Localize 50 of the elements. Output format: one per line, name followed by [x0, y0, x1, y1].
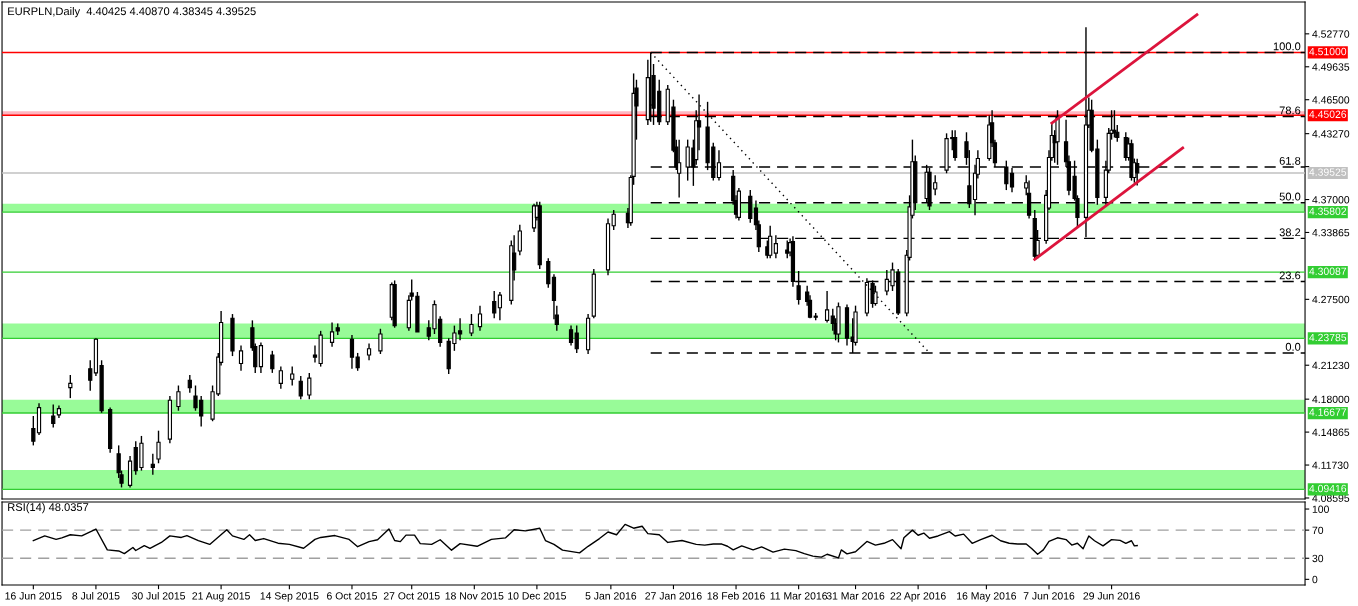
ref-line-label: 4.30087 [1309, 267, 1347, 275]
ref-line-label: 4.09416 [1309, 484, 1347, 493]
annotation: 78.6 [1279, 106, 1301, 115]
x-tick-label: 22 Apr 2016 [890, 592, 946, 602]
ref-line-label: 4.51000 [1309, 47, 1347, 56]
y-tick-label: 4.46500 [1312, 96, 1350, 104]
annotation: 0.0 [1285, 342, 1301, 351]
ref-line-label: 4.39525 [1309, 168, 1347, 176]
y-tick-label: 4.52770 [1312, 30, 1350, 38]
ref-line-label: 4.35802 [1309, 207, 1347, 215]
annotation: 38.2 [1279, 228, 1301, 237]
y-tick-label: 4.37000 [1312, 196, 1350, 204]
x-tick-label: 27 Jan 2016 [645, 592, 702, 600]
x-tick-label: 18 Feb 2016 [707, 591, 765, 600]
chart-title: EURPLN,Daily 4.40425 4.40870 4.38345 4.39525 [8, 6, 256, 18]
x-tick-label: 14 Sep 2015 [260, 592, 319, 602]
y-tick-label: 4.14865 [1312, 428, 1350, 436]
annotation: 50.0 [1279, 192, 1301, 201]
x-tick-label: 30 Jul 2015 [131, 591, 186, 600]
y-tick-label: 100 [1312, 505, 1329, 513]
annotation: 23.6 [1279, 271, 1301, 280]
x-tick-label: 31 Mar 2016 [826, 592, 885, 600]
y-tick-label: 4.33865 [1312, 228, 1350, 237]
x-tick-label: 10 Dec 2015 [508, 592, 566, 600]
y-tick-label: 70 [1312, 526, 1324, 535]
y-tick-label: 30 [1312, 554, 1324, 563]
y-tick-label: 4.49635 [1312, 63, 1350, 71]
x-tick-label: 11 Mar 2016 [770, 592, 828, 600]
x-tick-label: 16 May 2016 [957, 592, 1017, 602]
x-tick-label: 21 Aug 2015 [192, 592, 250, 602]
y-tick-label: 4.18000 [1312, 395, 1350, 404]
x-tick-label: 6 Oct 2015 [327, 592, 378, 600]
x-tick-label: 16 Jun 2015 [5, 592, 62, 600]
ref-line-label: 4.16677 [1309, 408, 1347, 416]
chart-title: RSI(14) 48.0357 [8, 502, 89, 514]
x-tick-label: 7 Jun 2016 [1023, 592, 1075, 600]
ref-line-label: 4.23785 [1309, 333, 1347, 342]
y-tick-label: 4.11730 [1312, 461, 1349, 469]
y-tick-label: 4.27500 [1312, 295, 1350, 304]
annotation: 100.0 [1273, 42, 1301, 51]
ref-line-label: 4.45026 [1309, 110, 1347, 118]
x-tick-label: 8 Jul 2015 [72, 591, 120, 600]
y-tick-label: 4.21230 [1312, 361, 1350, 370]
y-tick-label: 0 [1312, 575, 1318, 584]
x-tick-label: 27 Oct 2015 [383, 592, 440, 600]
annotation: 61.8 [1279, 156, 1301, 165]
x-tick-label: 5 Jan 2016 [585, 592, 637, 600]
x-tick-label: 18 Nov 2015 [445, 592, 504, 600]
x-tick-label: 29 Jun 2016 [1083, 592, 1140, 600]
y-tick-label: 4.43270 [1312, 130, 1350, 138]
